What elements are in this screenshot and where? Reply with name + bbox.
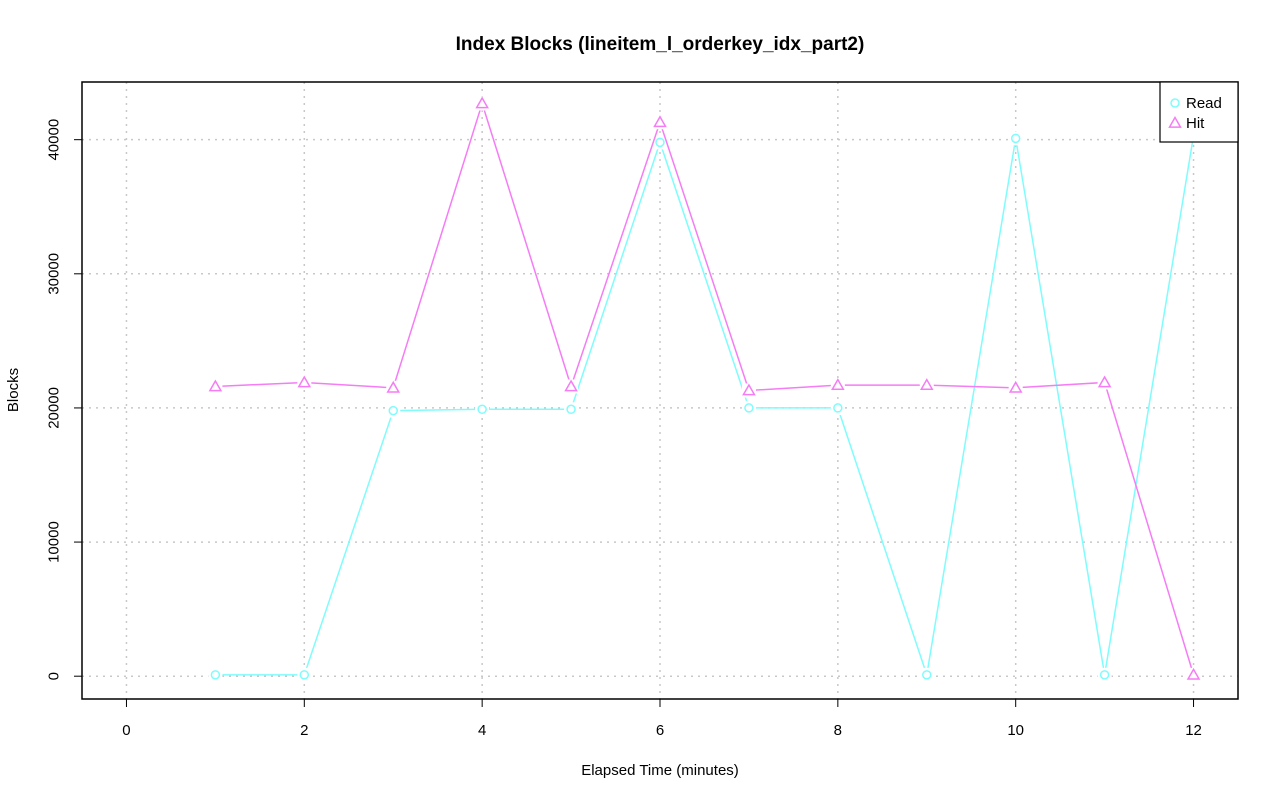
y-tick-label: 0 (46, 672, 63, 680)
hit-line (215, 100, 1195, 676)
read-point-gap (208, 667, 223, 682)
grid-lines (82, 82, 1238, 699)
hit-point (1097, 375, 1112, 388)
read-point-gap (919, 667, 934, 682)
y-tick-label: 40000 (46, 119, 63, 161)
series-hit (208, 96, 1201, 682)
hit-point (831, 378, 845, 391)
hit-point (475, 96, 489, 109)
read-line (215, 135, 1195, 676)
read-point (566, 404, 576, 415)
read-point (744, 403, 754, 413)
read-point (833, 403, 843, 413)
read-point-gap (1008, 131, 1023, 146)
x-tick-label: 10 (1007, 722, 1024, 739)
legend-read-point (1170, 98, 1180, 108)
hit-point (919, 378, 934, 391)
x-axis-label: Elapsed Time (minutes) (581, 762, 739, 779)
y-axis-label: Blocks (5, 368, 22, 412)
x-tick-label: 6 (656, 722, 664, 739)
read-point-gap (564, 402, 579, 417)
y-tick-label: 10000 (46, 521, 63, 563)
read-point (922, 670, 932, 680)
read-point (299, 670, 310, 680)
read-point (1010, 133, 1021, 144)
read-point (655, 137, 665, 148)
legend-hit-point (1168, 115, 1182, 128)
x-tick-label: 0 (122, 722, 130, 739)
hit-point (1008, 380, 1023, 393)
hit-point (742, 383, 756, 396)
legend: Read Hit (1159, 81, 1239, 143)
read-point (477, 404, 487, 415)
legend-box (1159, 81, 1239, 143)
hit-point (1186, 667, 1201, 680)
read-point-gap (1097, 667, 1112, 682)
read-point-gap (830, 400, 845, 415)
x-tick-label: 8 (834, 722, 842, 739)
x-tick-label: 2 (300, 722, 308, 739)
read-point-gap (386, 403, 401, 418)
x-tick-label: 4 (478, 722, 486, 739)
read-point (1099, 670, 1110, 680)
read-point (210, 670, 221, 680)
chart-title: Index Blocks (lineitem_l_orderkey_idx_pa… (456, 34, 865, 55)
x-tick-label: 12 (1185, 722, 1202, 739)
read-point-gap (741, 400, 756, 415)
read-point-gap (297, 667, 312, 682)
read-point (388, 405, 398, 416)
x-axis: 0 2 4 6 8 10 12 (122, 699, 1202, 739)
y-tick-label: 20000 (46, 387, 63, 429)
hit-point (653, 115, 667, 128)
hit-point (386, 380, 401, 393)
series-layer (208, 96, 1201, 682)
read-point-gap (653, 135, 667, 150)
y-tick-label: 30000 (46, 253, 63, 295)
series-read (208, 128, 1201, 682)
legend-read-label: Read (1186, 95, 1222, 112)
y-axis: 0 10000 20000 30000 40000 (46, 119, 82, 680)
hit-point (208, 379, 223, 392)
read-point-gap (475, 402, 490, 417)
hit-point (297, 375, 312, 388)
legend-hit-label: Hit (1186, 115, 1205, 132)
hit-point (564, 379, 578, 392)
